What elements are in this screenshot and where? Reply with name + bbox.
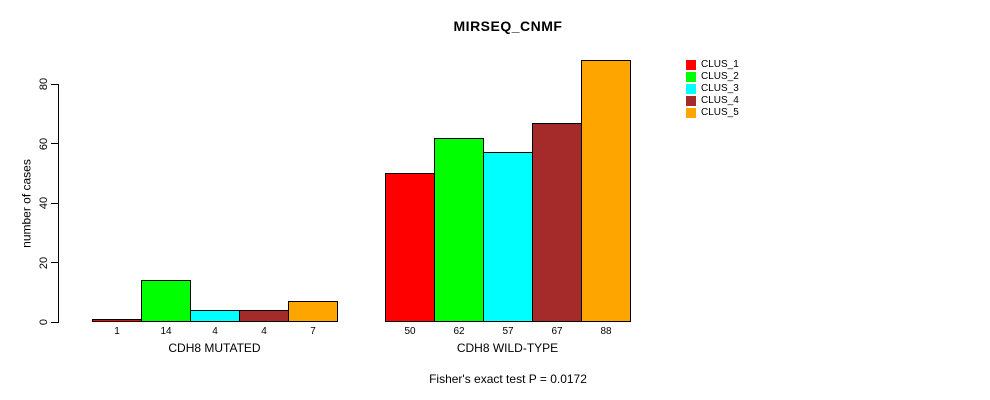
bar-clus_5 bbox=[288, 301, 338, 322]
bar-value-label: 62 bbox=[453, 326, 465, 337]
y-axis-tick bbox=[51, 321, 59, 323]
bar-clus_3 bbox=[483, 152, 533, 322]
bar-value-label: 67 bbox=[551, 326, 563, 337]
bar-clus_4 bbox=[532, 122, 582, 322]
bar-value-label: 7 bbox=[310, 326, 316, 337]
bar-clus_4 bbox=[239, 310, 289, 322]
bar-clus_2 bbox=[141, 280, 191, 322]
legend-label: CLUS_4 bbox=[701, 95, 739, 106]
y-axis-tick-label: 0 bbox=[38, 318, 50, 326]
y-axis-tick-label: 80 bbox=[38, 77, 50, 91]
bar-value-label: 88 bbox=[600, 326, 612, 337]
bar-value-label: 4 bbox=[261, 326, 267, 337]
y-axis-tick bbox=[51, 143, 59, 144]
bar-clus_2 bbox=[434, 137, 484, 322]
bar-value-label: 14 bbox=[160, 326, 172, 337]
y-axis-tick-label: 20 bbox=[38, 256, 50, 269]
x-group-label: CDH8 WILD-TYPE bbox=[456, 341, 559, 355]
legend-item: CLUS_3 bbox=[686, 84, 739, 94]
legend-swatch-icon bbox=[686, 108, 696, 118]
bar-clus_3 bbox=[190, 310, 240, 322]
bar-clus_1 bbox=[385, 173, 435, 322]
legend-item: CLUS_4 bbox=[686, 96, 739, 106]
y-axis-tick bbox=[51, 83, 59, 85]
legend-swatch-icon bbox=[686, 96, 696, 106]
legend-item: CLUS_2 bbox=[686, 72, 739, 82]
stat-annotation: Fisher's exact test P = 0.0172 bbox=[429, 372, 587, 386]
legend-swatch-icon bbox=[686, 72, 696, 82]
chart-title: MIRSEQ_CNMF bbox=[453, 18, 563, 34]
x-group-label: CDH8 MUTATED bbox=[168, 341, 261, 355]
legend-label: CLUS_3 bbox=[701, 83, 739, 94]
bar-clus_1 bbox=[92, 319, 142, 322]
bar-value-label: 4 bbox=[212, 326, 218, 337]
legend-label: CLUS_5 bbox=[701, 107, 739, 118]
y-axis-tick-label: 60 bbox=[38, 137, 50, 150]
bar-value-label: 50 bbox=[404, 326, 416, 337]
legend-item: CLUS_1 bbox=[686, 60, 739, 70]
legend-swatch-icon bbox=[686, 84, 696, 94]
y-axis-title: number of cases bbox=[19, 159, 34, 248]
bar-value-label: 1 bbox=[114, 326, 120, 337]
y-axis-tick-label: 40 bbox=[38, 196, 50, 210]
legend-swatch-icon bbox=[686, 60, 696, 70]
bar-clus_5 bbox=[581, 60, 631, 322]
y-axis-line bbox=[58, 84, 59, 323]
y-axis-tick bbox=[51, 202, 59, 204]
y-axis-tick bbox=[51, 262, 59, 263]
bar-value-label: 57 bbox=[502, 326, 514, 337]
legend-label: CLUS_2 bbox=[701, 71, 739, 82]
legend-item: CLUS_5 bbox=[686, 108, 739, 118]
legend: CLUS_1 CLUS_2 CLUS_3 CLUS_4 CLUS_5 bbox=[686, 60, 739, 120]
legend-label: CLUS_1 bbox=[701, 59, 739, 70]
